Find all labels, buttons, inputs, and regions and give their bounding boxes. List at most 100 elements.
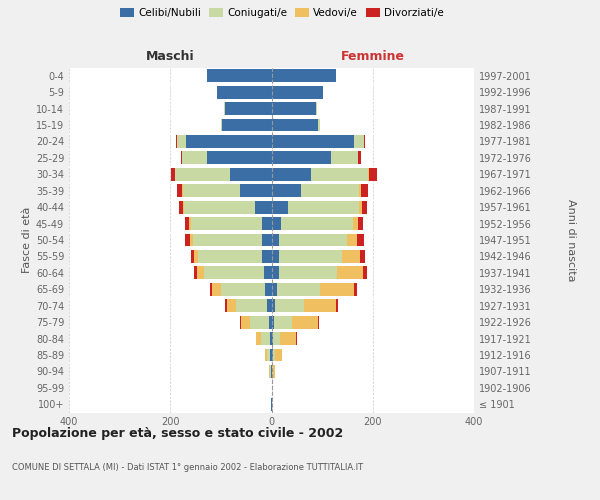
Bar <box>271 70 337 82</box>
Bar <box>206 70 271 82</box>
Bar <box>271 283 356 296</box>
Bar <box>271 365 275 378</box>
Bar <box>224 102 271 115</box>
Bar <box>269 365 271 378</box>
Bar <box>187 135 271 148</box>
Bar <box>221 118 271 132</box>
Bar <box>271 348 275 362</box>
Bar <box>222 118 271 132</box>
Bar <box>184 184 271 197</box>
Bar <box>197 266 271 280</box>
Bar <box>271 118 318 132</box>
Bar <box>227 300 271 312</box>
Bar <box>271 152 358 164</box>
Bar <box>271 266 337 280</box>
Bar <box>191 217 271 230</box>
Bar <box>185 217 271 230</box>
Bar <box>224 102 271 115</box>
Bar <box>271 300 338 312</box>
Bar <box>271 168 377 180</box>
Bar <box>217 86 271 98</box>
Bar <box>271 217 281 230</box>
Bar <box>271 70 337 82</box>
Bar <box>189 217 271 230</box>
Bar <box>182 184 271 197</box>
Bar <box>271 283 277 296</box>
Bar <box>264 266 271 280</box>
Bar <box>217 86 271 98</box>
Bar <box>184 200 271 213</box>
Bar <box>178 184 271 197</box>
Y-axis label: Fasce di età: Fasce di età <box>22 207 32 273</box>
Bar <box>225 102 271 115</box>
Bar <box>271 234 364 246</box>
Bar <box>226 300 271 312</box>
Bar <box>236 300 271 312</box>
Bar <box>239 316 271 328</box>
Bar <box>179 200 271 213</box>
Bar <box>271 234 347 246</box>
Bar <box>271 300 304 312</box>
Bar <box>271 217 353 230</box>
Bar <box>224 102 271 115</box>
Bar <box>206 70 271 82</box>
Bar <box>256 200 271 213</box>
Bar <box>271 86 323 98</box>
Bar <box>271 152 331 164</box>
Bar <box>271 184 301 197</box>
Bar <box>197 250 271 263</box>
Bar <box>271 184 359 197</box>
Bar <box>271 118 320 132</box>
Bar <box>271 250 360 263</box>
Bar <box>271 200 362 213</box>
Bar <box>271 217 362 230</box>
Bar <box>271 152 358 164</box>
Bar <box>271 348 272 362</box>
Bar <box>271 316 274 328</box>
Bar <box>190 234 271 246</box>
Bar <box>241 316 271 328</box>
Bar <box>221 118 271 132</box>
Bar <box>271 86 323 98</box>
Bar <box>271 316 319 328</box>
Bar <box>269 365 271 378</box>
Bar <box>271 332 297 345</box>
Bar <box>271 250 278 263</box>
Y-axis label: Anni di nascita: Anni di nascita <box>566 198 576 281</box>
Bar <box>271 283 320 296</box>
Bar <box>271 266 278 280</box>
Bar <box>269 316 271 328</box>
Bar <box>271 234 278 246</box>
Bar <box>271 200 367 213</box>
Bar <box>271 135 353 148</box>
Bar <box>271 86 323 98</box>
Bar <box>265 283 271 296</box>
Bar <box>184 200 271 213</box>
Bar <box>271 200 288 213</box>
Bar <box>271 283 354 296</box>
Bar <box>182 152 271 164</box>
Bar <box>206 70 271 82</box>
Bar <box>194 250 271 263</box>
Bar <box>212 283 271 296</box>
Bar <box>271 135 365 148</box>
Bar <box>271 184 361 197</box>
Bar <box>191 250 271 263</box>
Text: Maschi: Maschi <box>146 50 194 62</box>
Bar <box>271 365 275 378</box>
Bar <box>271 102 317 115</box>
Bar <box>185 234 271 246</box>
Bar <box>271 102 317 115</box>
Bar <box>271 348 282 362</box>
Bar <box>271 118 320 132</box>
Bar <box>217 86 271 98</box>
Bar <box>270 332 271 345</box>
Bar <box>271 217 358 230</box>
Bar <box>271 102 317 115</box>
Bar <box>175 168 271 180</box>
Bar <box>271 152 361 164</box>
Bar <box>267 348 271 362</box>
Bar <box>271 332 273 345</box>
Bar <box>176 135 271 148</box>
Text: Femmine: Femmine <box>341 50 405 62</box>
